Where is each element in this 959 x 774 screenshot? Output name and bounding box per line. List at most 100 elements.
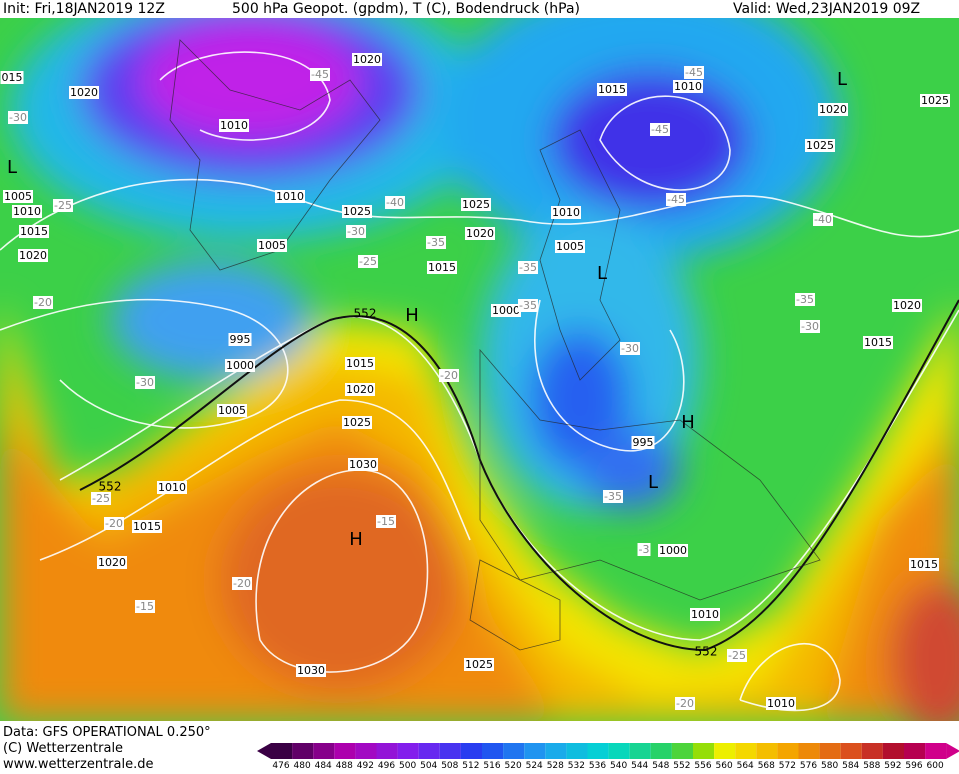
- isobar-label-box: [12, 205, 42, 218]
- isobar-label-box: [818, 103, 848, 116]
- temperature-label: -45: [651, 123, 669, 136]
- temperature-label-box: [358, 255, 378, 268]
- colorbar-swatch: [418, 743, 440, 759]
- temperature-label: -15: [377, 515, 395, 528]
- isobar-label: 1005: [218, 404, 246, 417]
- isobar-label-box: [555, 240, 585, 253]
- isobar-label-box: [296, 664, 326, 677]
- isobar-label: 1000: [492, 304, 520, 317]
- isobar-label-box: [766, 697, 796, 710]
- temperature-label-box: [346, 225, 366, 238]
- isobar-label-box: [275, 190, 305, 203]
- temperature-label-box: [675, 697, 695, 710]
- temperature-label: -40: [386, 196, 404, 209]
- copyright: (C) Wetterzentrale: [3, 741, 123, 756]
- colorbar-swatch: [524, 743, 546, 759]
- colorbar-label: 504: [420, 761, 437, 770]
- colorbar-end: [257, 743, 271, 759]
- colorbar-label: 596: [905, 761, 922, 770]
- isobar-label-box: [0, 71, 24, 84]
- isobar-label-box: [690, 608, 720, 621]
- colorbar-swatch: [566, 743, 588, 759]
- temperature-label-box: [813, 213, 833, 226]
- isobar-label: 1015: [133, 520, 161, 533]
- isobar-label: 1025: [465, 658, 493, 671]
- isobar-label-box: [427, 261, 457, 274]
- colorbar-swatch: [861, 743, 883, 759]
- temperature-label: -25: [92, 492, 110, 505]
- isobar-label: 1015: [346, 357, 374, 370]
- temperature-label-box: [800, 320, 820, 333]
- isobar-label-box: [97, 556, 127, 569]
- temperature-label: -30: [621, 342, 639, 355]
- isobar-label-box: [920, 94, 950, 107]
- temperature-label-box: [104, 517, 124, 530]
- colorbar-label: 500: [399, 761, 416, 770]
- map-title: 500 hPa Geopot. (gpdm), T (C), Bodendruc…: [232, 1, 580, 17]
- colorbar-swatch: [482, 743, 504, 759]
- isobar-label-box: [348, 458, 378, 471]
- temperature-label: -20: [233, 577, 251, 590]
- colorbar-swatch: [313, 743, 335, 759]
- pressure-center: L: [837, 69, 847, 90]
- contour-label: 552: [695, 645, 718, 659]
- isobar-label-box: [597, 83, 627, 96]
- temperature-label-box: [727, 649, 747, 662]
- temperature-label-box: [91, 492, 111, 505]
- pressure-center: L: [648, 472, 658, 493]
- pressure-center: H: [349, 529, 363, 550]
- isobar-label: 1010: [276, 190, 304, 203]
- colorbar-swatch: [650, 743, 672, 759]
- isobar-label-box: [352, 53, 382, 66]
- temperature-label-box: [33, 296, 53, 309]
- isobar-label-box: [805, 139, 835, 152]
- isobar-label-box: [132, 520, 162, 533]
- colorbar-label: 536: [589, 761, 606, 770]
- isobar-label-box: [342, 416, 372, 429]
- colorbar-swatch: [882, 743, 904, 759]
- isobar-label-box: [892, 299, 922, 312]
- colorbar-label: 532: [568, 761, 585, 770]
- temperature-label: -45: [685, 66, 703, 79]
- isobar-label: 1030: [349, 458, 377, 471]
- colorbar-label: 544: [631, 761, 648, 770]
- colorbar-swatch: [439, 743, 461, 759]
- colorbar-label: 592: [884, 761, 901, 770]
- colorbar-label: 600: [927, 761, 944, 770]
- isobar-label-box: [345, 383, 375, 396]
- colorbar: 476 480 484 488 492 496 500 504 508 512 516 520 524 5…: [257, 743, 959, 771]
- contour-label: 552: [354, 307, 377, 321]
- isobar-label-box: [491, 304, 521, 317]
- init-time: Init: Fri,18JAN2019 12Z: [3, 1, 165, 17]
- pressure-center: L: [7, 157, 17, 178]
- isobar-label: 1025: [343, 416, 371, 429]
- colorbar-label: 556: [694, 761, 711, 770]
- colorbar-swatch: [376, 743, 398, 759]
- colorbar-label: 496: [378, 761, 395, 770]
- isobar-label-box: [673, 80, 703, 93]
- temperature-label-box: [518, 299, 538, 312]
- temperature-label: -35: [604, 490, 622, 503]
- valid-time: Valid: Wed,23JAN2019 09Z: [733, 1, 920, 17]
- isobar-label: 1005: [258, 239, 286, 252]
- temperature-label: -3: [639, 543, 650, 556]
- isobar-label: 1010: [552, 206, 580, 219]
- isobar-label: 1020: [19, 249, 47, 262]
- temperature-label-box: [439, 369, 459, 382]
- isobar-label-box: [464, 658, 494, 671]
- temperature-label-box: [426, 236, 446, 249]
- temperature-label: -35: [519, 261, 537, 274]
- isobar-label-box: [461, 198, 491, 211]
- pressure-center: H: [405, 305, 419, 326]
- colorbar-swatch: [334, 743, 356, 759]
- colorbar-swatch: [756, 743, 778, 759]
- isobar-label-box: [225, 359, 255, 372]
- isobar-label: 1030: [297, 664, 325, 677]
- isobar-label-box: [3, 190, 33, 203]
- temperature-label-box: [376, 515, 396, 528]
- temperature-label: -25: [728, 649, 746, 662]
- colorbar-swatch: [587, 743, 609, 759]
- isobar-label: 1015: [20, 225, 48, 238]
- isobar-label-box: [342, 205, 372, 218]
- data-source: Data: GFS OPERATIONAL 0.250°: [3, 725, 211, 740]
